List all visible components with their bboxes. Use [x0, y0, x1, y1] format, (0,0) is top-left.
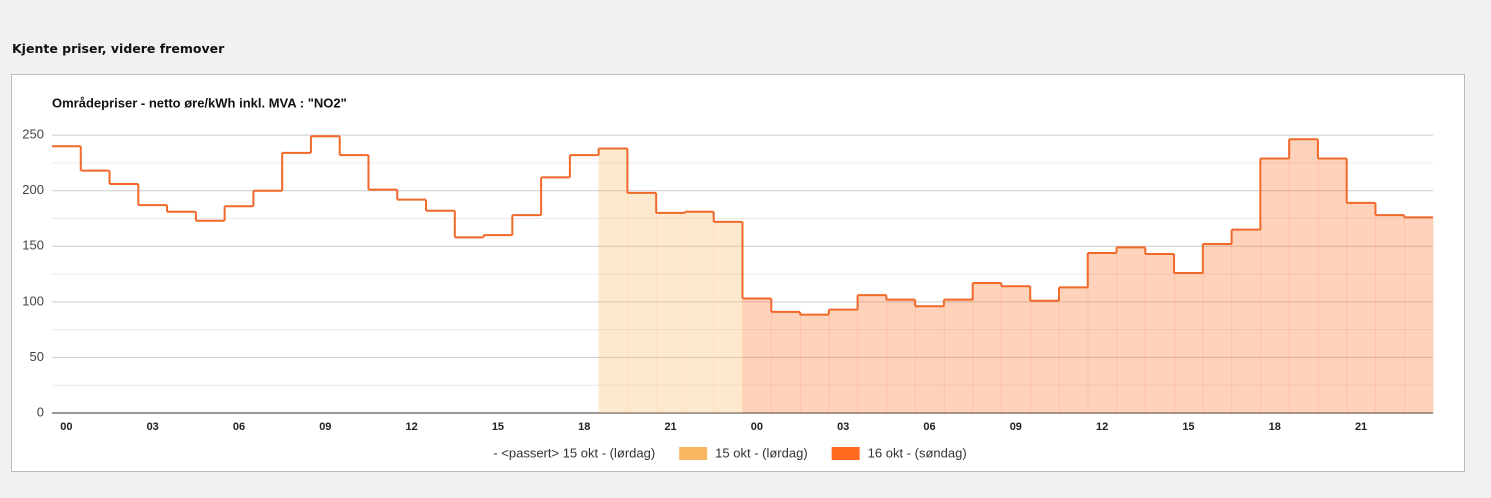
area-step — [627, 192, 657, 413]
area-step — [943, 299, 974, 413]
area-step — [1202, 244, 1233, 413]
x-tick-label: 09 — [319, 421, 331, 433]
area-step — [886, 299, 916, 413]
legend-swatch — [679, 447, 708, 460]
area-step — [1087, 252, 1118, 413]
area-step — [1260, 158, 1290, 413]
x-tick-label: 06 — [923, 421, 935, 433]
y-tick-label: 200 — [22, 182, 44, 197]
legend-label: - <passert> 15 okt - (lørdag) — [493, 445, 655, 460]
area-step — [857, 295, 887, 413]
x-tick-label: 15 — [1182, 421, 1194, 433]
x-tick-label: 21 — [1355, 421, 1367, 433]
area-step — [713, 221, 743, 413]
x-tick-label: 12 — [406, 421, 418, 433]
area-step — [684, 211, 715, 413]
area-step — [1001, 286, 1031, 413]
x-tick-label: 00 — [751, 421, 763, 433]
area-step — [598, 148, 628, 413]
x-tick-label: 03 — [147, 421, 159, 433]
x-tick-label: 03 — [837, 421, 849, 433]
area-step — [972, 282, 1002, 413]
y-tick-label: 150 — [22, 238, 44, 253]
x-tick-label: 12 — [1096, 421, 1108, 433]
x-tick-label: 21 — [664, 421, 676, 433]
area-step — [915, 306, 945, 413]
y-tick-label: 50 — [30, 349, 44, 364]
area-step — [1317, 158, 1348, 413]
area-step — [1375, 215, 1405, 413]
y-tick-label: 100 — [22, 293, 44, 308]
area-step — [1030, 300, 1060, 413]
y-tick-label: 0 — [37, 404, 44, 419]
x-tick-label: 00 — [60, 421, 72, 433]
chart-box — [11, 74, 1465, 472]
area-step — [1289, 139, 1319, 414]
area-step — [742, 298, 772, 413]
area-step — [1058, 287, 1089, 413]
legend-swatch — [831, 447, 860, 460]
x-tick-label: 06 — [233, 421, 245, 433]
area-step — [1116, 247, 1146, 413]
header-title: Kjente priser, videre fremover — [12, 41, 225, 56]
x-tick-label: 18 — [578, 421, 590, 433]
legend-label: 16 okt - (søndag) — [868, 445, 967, 460]
area-step — [800, 314, 830, 413]
area-step — [1231, 229, 1261, 413]
chart-title: Områdepriser - netto øre/kWh inkl. MVA :… — [52, 95, 347, 110]
y-tick-label: 250 — [22, 127, 44, 142]
area-step — [1174, 272, 1204, 413]
area-step — [1346, 202, 1376, 413]
legend-label: 15 okt - (lørdag) — [715, 445, 807, 460]
x-tick-label: 15 — [492, 421, 504, 433]
area-step — [1404, 217, 1434, 413]
area-step — [828, 309, 859, 413]
area-step — [656, 212, 686, 413]
area-step — [1145, 254, 1175, 413]
x-tick-label: 09 — [1010, 421, 1022, 433]
area-step — [771, 311, 801, 413]
x-tick-label: 18 — [1269, 421, 1281, 433]
